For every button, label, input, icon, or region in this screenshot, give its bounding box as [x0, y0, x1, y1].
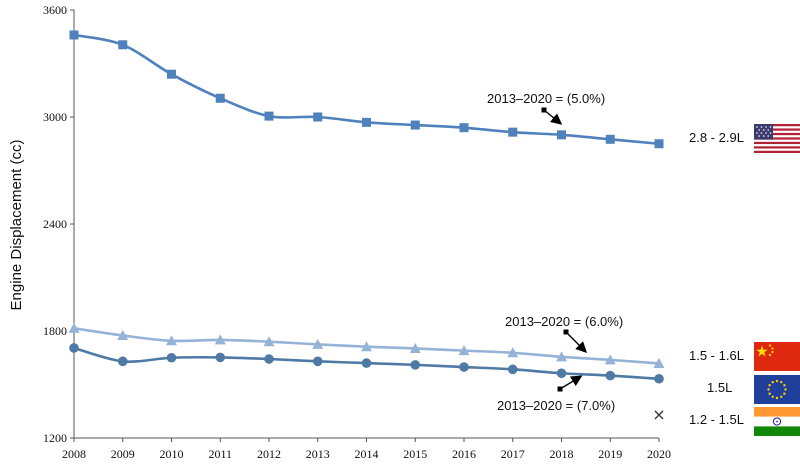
data-point-square — [557, 130, 566, 140]
us-flag-icon — [754, 124, 800, 153]
eu-star-icon — [780, 395, 783, 399]
data-point-triangle — [458, 345, 470, 356]
x-tick-label: 2019 — [598, 447, 622, 461]
data-point-triangle — [604, 354, 616, 365]
y-tick-label: 1800 — [43, 324, 67, 338]
eu-star-icon — [775, 396, 779, 400]
data-point-triangle — [117, 329, 129, 340]
side-labels: 2.8 - 2.9L 1.5 - 1.6L 1.5L 1.2 - 1.5L — [689, 124, 800, 436]
data-point-circle — [507, 364, 518, 375]
x-tick-label: 2011 — [208, 447, 232, 461]
data-point-circle — [215, 352, 226, 363]
data-point-triangle — [312, 338, 324, 349]
data-point-square — [508, 127, 518, 137]
data-point-square — [410, 120, 420, 130]
annotations: 2013–2020 = (5.0%) 2013–2020 = (6.0%) 2013… — [487, 91, 623, 413]
y-tick-label: 3600 — [43, 3, 67, 17]
data-point-circle — [117, 356, 128, 367]
data-point-triangle — [556, 351, 567, 362]
x-tick-label: 2017 — [501, 447, 525, 461]
eu-star-icon — [767, 388, 770, 391]
data-point-triangle — [361, 341, 372, 352]
eu-star-icon — [768, 392, 771, 395]
annotation-2-text: 2013–2020 = (6.0%) — [505, 314, 623, 329]
y-axis-title: Engine Displacement (cc) — [8, 140, 25, 311]
data-point-circle — [312, 356, 323, 367]
side-label-india: 1.2 - 1.5L — [689, 412, 744, 427]
data-point-circle — [166, 352, 177, 363]
data-point-circle — [410, 360, 421, 370]
data-point-circle — [264, 354, 274, 364]
y-tick-label: 2400 — [43, 217, 67, 231]
data-point-square — [167, 69, 176, 79]
x-tick-label: 2020 — [647, 447, 671, 461]
india-flag-icon — [754, 407, 800, 436]
eu-star-icon — [768, 384, 771, 387]
side-label-china: 1.5 - 1.6L — [689, 348, 744, 363]
x-tick-label: 2012 — [257, 447, 281, 461]
x-tick-label: 2008 — [62, 447, 86, 461]
eu-flag-icon — [754, 375, 800, 404]
eu-star-icon — [771, 395, 774, 399]
annotation-3-text: 2013–2020 = (7.0%) — [497, 398, 615, 413]
eu-star-icon — [775, 379, 779, 383]
annotation-1-arrow — [543, 109, 563, 125]
annotation-2-arrow — [565, 331, 587, 353]
data-point-square — [118, 40, 128, 50]
data-point-square — [459, 123, 469, 133]
data-point-triangle — [166, 335, 177, 346]
data-point-square — [362, 117, 371, 127]
side-label-us: 2.8 - 2.9L — [689, 130, 744, 145]
x-tick-label: 2014 — [355, 447, 379, 461]
data-point-circle — [556, 368, 567, 379]
data-point-square — [654, 139, 664, 149]
x-marker: × — [652, 405, 665, 424]
x-tick-label: 2015 — [403, 447, 427, 461]
x-tick-label: 2009 — [111, 447, 135, 461]
data-point-circle — [459, 362, 469, 372]
china-flag-icon — [754, 342, 800, 371]
data-point-triangle — [214, 334, 226, 345]
annotation-3-arrow — [559, 375, 583, 390]
data-point-triangle — [507, 347, 519, 358]
data-point-triangle — [263, 336, 275, 347]
data-point-circle — [361, 358, 372, 368]
y-tick-label: 3000 — [43, 110, 67, 124]
data-point-square — [215, 93, 225, 103]
eu-star-icon — [771, 380, 774, 384]
data-point-circle — [605, 370, 616, 381]
data-point-triangle — [653, 357, 665, 368]
eu-star-icon — [784, 388, 787, 391]
data-point-square — [69, 30, 79, 40]
data-point-triangle — [68, 322, 80, 333]
annotation-1-text: 2013–2020 = (5.0%) — [487, 91, 605, 106]
x-tick-label: 2018 — [550, 447, 574, 461]
data-point-circle — [654, 373, 664, 384]
y-tick-label: 1200 — [43, 431, 67, 445]
data-point-circle — [69, 343, 79, 353]
x-tick-label: 2010 — [160, 447, 184, 461]
eu-star-icon — [783, 384, 786, 387]
x-tick-label: 2016 — [452, 447, 476, 461]
data-point-triangle — [409, 342, 421, 353]
side-label-eu: 1.5L — [707, 380, 732, 395]
plot-area: 1200 1800 2400 3000 3600 2008 2009 2010 2011 2012… — [43, 3, 671, 461]
data-point-square — [264, 111, 274, 121]
eu-star-icon — [780, 380, 783, 384]
x-tick-label: 2013 — [306, 447, 330, 461]
data-point-square — [605, 134, 615, 144]
series-1-line — [73, 33, 660, 146]
data-point-square — [313, 112, 323, 122]
eu-star-icon — [783, 392, 786, 395]
